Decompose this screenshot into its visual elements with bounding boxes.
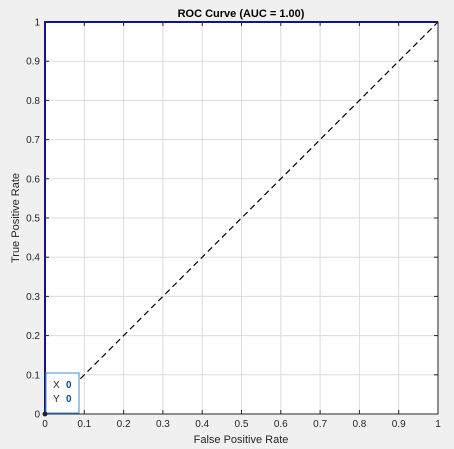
datatip-marker[interactable] xyxy=(42,411,48,417)
x-tick-label: 0.3 xyxy=(156,419,170,430)
y-tick-label: 0.4 xyxy=(26,253,40,264)
y-tick-label: 0.8 xyxy=(26,96,40,107)
y-tick-label: 0.3 xyxy=(26,292,40,303)
y-tick-label: 0.6 xyxy=(26,174,40,185)
y-tick-label: 0 xyxy=(34,410,40,421)
y-tick-label: 0.5 xyxy=(26,214,40,225)
x-tick-label: 0.8 xyxy=(352,419,366,430)
y-axis-label: True Positive Rate xyxy=(10,173,22,263)
datatip-y-value: 0 xyxy=(66,394,72,405)
x-tick-label: 0.4 xyxy=(195,419,209,430)
y-tick-label: 0.9 xyxy=(26,57,40,68)
datatip-x-value: 0 xyxy=(66,380,72,391)
x-tick-labels: 0 0.1 0.2 0.3 0.4 0.5 0.6 0.7 0.8 0.9 1 xyxy=(42,419,441,430)
y-tick-label: 0.7 xyxy=(26,135,40,146)
y-tick-label: 1 xyxy=(34,18,40,29)
diagonal-reference-line xyxy=(44,21,439,415)
datatip-x-label: X xyxy=(53,380,60,391)
x-axis-label: False Positive Rate xyxy=(194,434,289,446)
x-tick-label: 0.2 xyxy=(117,419,131,430)
datatip-y-label: Y xyxy=(53,394,60,405)
x-tick-label: 0.5 xyxy=(235,419,249,430)
x-tick-label: 0.9 xyxy=(392,419,406,430)
datatip[interactable]: X 0 Y 0 xyxy=(45,372,80,414)
x-tick-label: 0 xyxy=(42,419,48,430)
x-tick-label: 0.6 xyxy=(274,419,288,430)
x-tick-label: 0.1 xyxy=(77,419,91,430)
y-tick-labels: 0 0.1 0.2 0.3 0.4 0.5 0.6 0.7 0.8 0.9 1 xyxy=(26,18,40,421)
datatip-box xyxy=(45,372,80,414)
y-tick-label: 0.2 xyxy=(26,331,40,342)
chart-title: ROC Curve (AUC = 1.00) xyxy=(178,8,305,20)
y-tick-label: 0.1 xyxy=(26,370,40,381)
x-tick-label: 1 xyxy=(435,419,441,430)
x-tick-label: 0.7 xyxy=(313,419,327,430)
